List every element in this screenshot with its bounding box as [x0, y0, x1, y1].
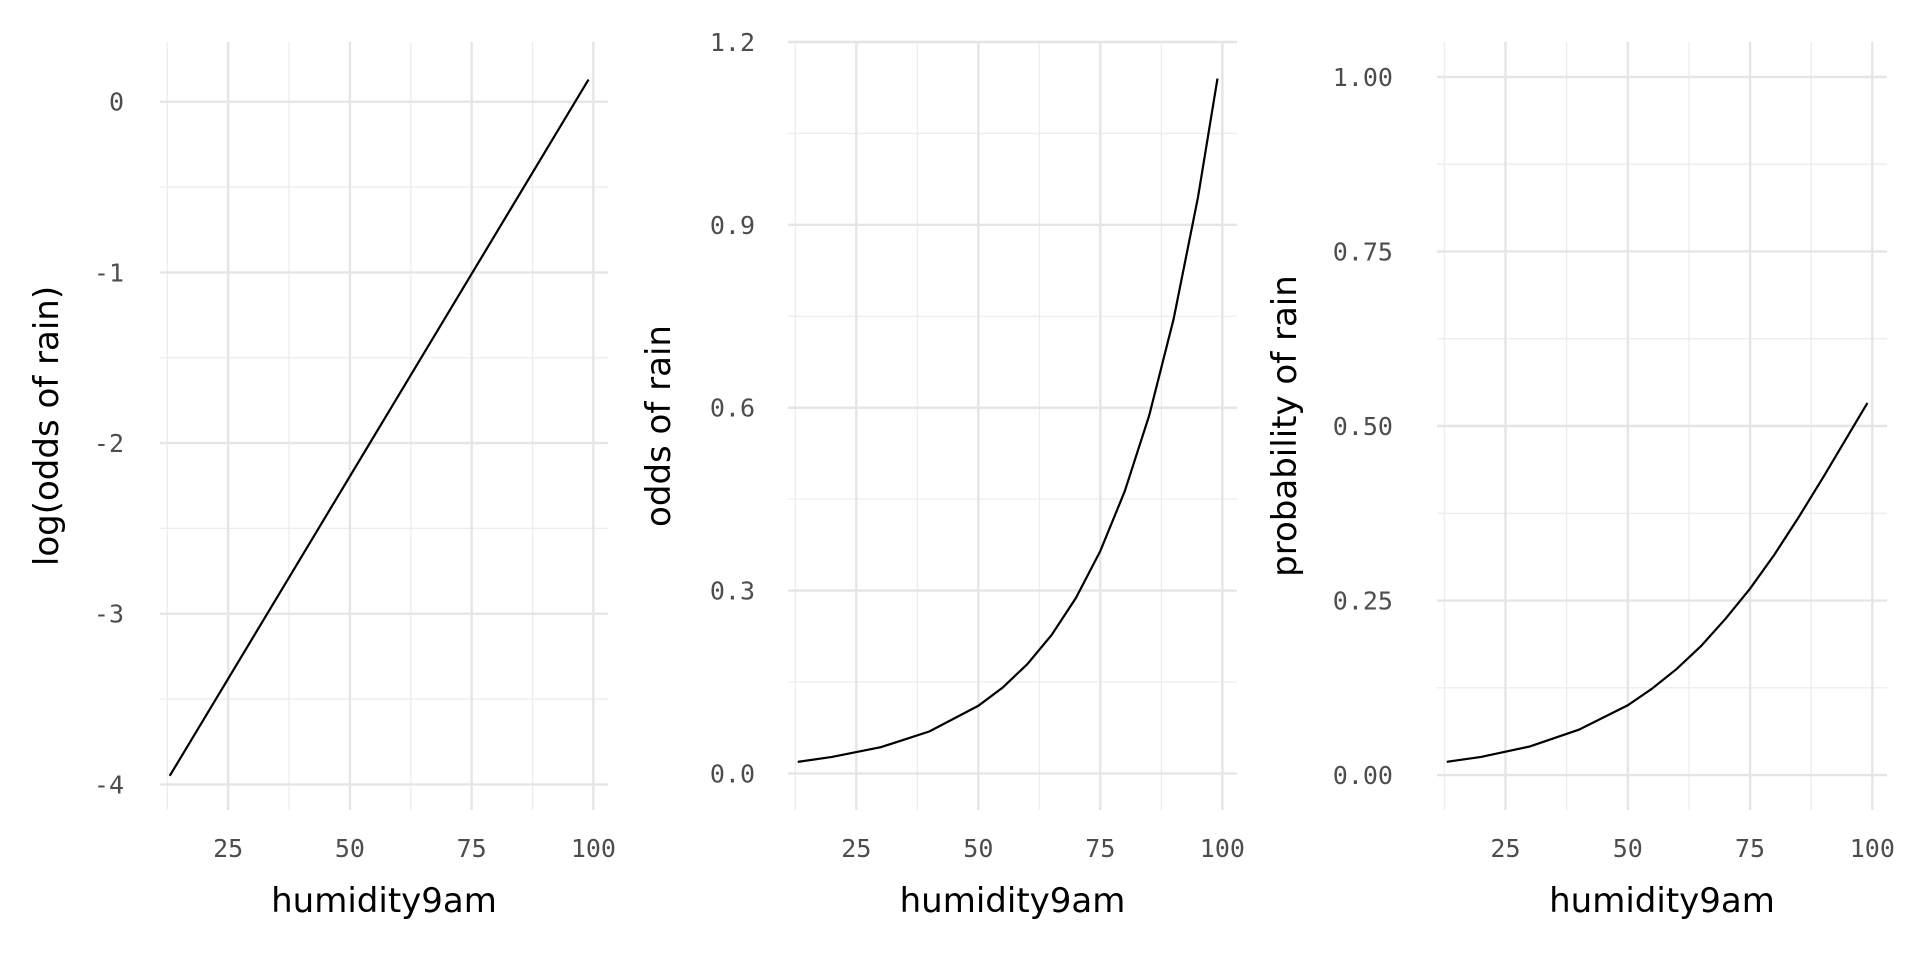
x-tick-label: 25 — [1490, 834, 1520, 863]
y-axis-title: log(odds of rain) — [27, 286, 67, 566]
x-tick-label: 25 — [841, 834, 871, 863]
y-tick-label: 1.2 — [710, 28, 755, 57]
x-axis-title: humidity9am — [900, 881, 1126, 921]
y-tick-label: -4 — [94, 770, 124, 799]
y-tick-label: -1 — [94, 258, 124, 287]
y-tick-label: -3 — [94, 600, 124, 629]
y-tick-label: 0.50 — [1333, 412, 1393, 441]
x-tick-label: 25 — [213, 834, 243, 863]
series-line — [168, 78, 590, 777]
y-axis-title: probability of rain — [1265, 275, 1305, 577]
x-tick-label: 75 — [1735, 834, 1765, 863]
y-tick-label: 0.75 — [1333, 237, 1393, 266]
x-tick-label: 100 — [1850, 834, 1895, 863]
series-line — [797, 78, 1219, 763]
y-axis-title: odds of rain — [639, 325, 679, 527]
x-axis-title: humidity9am — [1549, 881, 1775, 921]
y-tick-label: 0.0 — [710, 759, 755, 788]
series-line — [1446, 402, 1869, 763]
y-tick-label: 1.00 — [1333, 63, 1393, 92]
y-tick-label: 0.9 — [710, 211, 755, 240]
panel-probability: 25 50 75 100 0.00 0.25 0.50 0.75 1.00 humidity9am… — [1265, 42, 1895, 921]
y-tick-label: 0.3 — [710, 577, 755, 606]
panel-odds: 25 50 75 100 0.0 0.3 0.6 0.9 1.2 humidity9am odds … — [639, 28, 1245, 921]
x-tick-label: 75 — [1085, 834, 1115, 863]
x-tick-label: 75 — [457, 834, 487, 863]
panel-log-odds: 25 50 75 100 -4 -3 -2 -1 0 humidity9am log(odds of… — [27, 42, 616, 921]
y-tick-label: 0.6 — [710, 394, 755, 423]
y-tick-label: 0.00 — [1333, 761, 1393, 790]
x-tick-label: 100 — [1200, 834, 1245, 863]
x-tick-label: 50 — [963, 834, 993, 863]
y-tick-label: 0 — [109, 88, 124, 117]
x-tick-label: 100 — [571, 834, 616, 863]
x-axis-title: humidity9am — [271, 881, 497, 921]
y-tick-label: -2 — [94, 429, 124, 458]
y-tick-label: 0.25 — [1333, 587, 1393, 616]
x-tick-label: 50 — [1613, 834, 1643, 863]
x-tick-label: 50 — [335, 834, 365, 863]
